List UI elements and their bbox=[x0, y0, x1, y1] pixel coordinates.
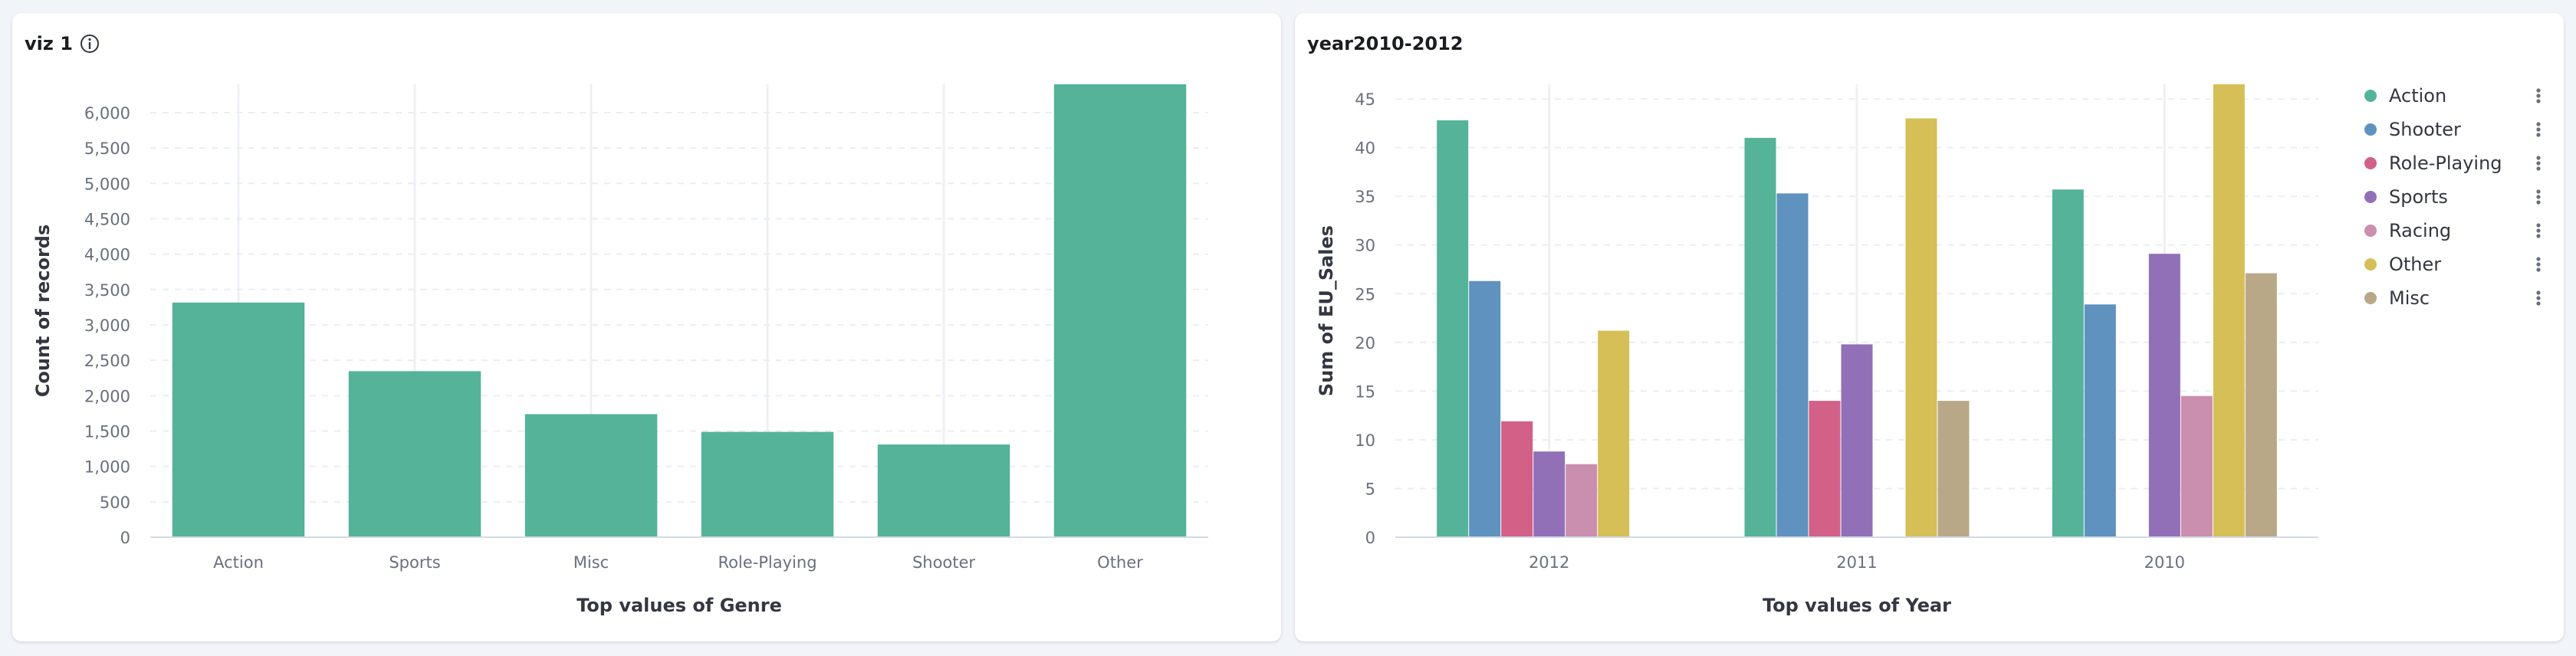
x-tick-label: 2012 bbox=[1529, 553, 1569, 572]
bar-2010-misc[interactable] bbox=[2245, 273, 2277, 537]
y-tick-label: 3,000 bbox=[84, 317, 130, 335]
bar-2010-racing[interactable] bbox=[2180, 395, 2213, 537]
bar-2010-shooter[interactable] bbox=[2084, 304, 2116, 537]
y-axis-title: Sum of EU_Sales bbox=[1316, 225, 1337, 396]
legend-label: Misc bbox=[2389, 287, 2430, 309]
legend-item-action[interactable]: Action bbox=[2364, 79, 2548, 113]
y-tick-label: 5 bbox=[1365, 480, 1375, 498]
bar-2010-action[interactable] bbox=[2052, 189, 2084, 537]
legend-item-role-playing[interactable]: Role-Playing bbox=[2364, 146, 2548, 180]
bar-misc[interactable] bbox=[524, 414, 658, 537]
bar-2010-sports[interactable] bbox=[2148, 254, 2180, 537]
more-vertical-icon[interactable] bbox=[2533, 186, 2544, 208]
more-vertical-icon[interactable] bbox=[2533, 220, 2544, 241]
year-panel: year2010-2012 0 5 10 15 20 25 30 35 40 45 2012 2011… bbox=[1295, 13, 2564, 641]
y-tick-label: 4,500 bbox=[84, 210, 130, 228]
year-header: year2010-2012 bbox=[1307, 30, 1464, 57]
more-vertical-icon[interactable] bbox=[2533, 287, 2544, 309]
legend-item-racing[interactable]: Racing bbox=[2364, 214, 2548, 248]
x-tick-label: Role-Playing bbox=[718, 553, 816, 572]
y-tick-label: 20 bbox=[1355, 334, 1375, 353]
bar-2012-role-playing[interactable] bbox=[1501, 421, 1533, 537]
y-tick-label: 5,500 bbox=[84, 139, 130, 158]
legend-swatch bbox=[2364, 292, 2377, 304]
y-tick-label: 35 bbox=[1355, 188, 1375, 206]
legend-swatch bbox=[2364, 191, 2377, 203]
y-tick-label: 30 bbox=[1355, 237, 1375, 255]
chart-legend: Action Shooter Role-Playing Sports Racing Oth… bbox=[2364, 79, 2548, 315]
bar-2012-sports[interactable] bbox=[1533, 451, 1566, 537]
y-tick-label: 15 bbox=[1355, 382, 1375, 401]
y-tick-label: 4,000 bbox=[84, 246, 130, 264]
year-grouped-bar-chart[interactable]: 0 5 10 15 20 25 30 35 40 45 2012 2011 2010 Top values… bbox=[1295, 13, 2564, 641]
bar-shooter[interactable] bbox=[877, 444, 1010, 537]
legend-label: Sports bbox=[2389, 186, 2448, 208]
bar-2011-role-playing[interactable] bbox=[1809, 401, 1841, 537]
bar-2012-racing[interactable] bbox=[1566, 464, 1598, 537]
y-tick-label: 2,500 bbox=[84, 352, 130, 370]
bar-2012-action[interactable] bbox=[1437, 120, 1469, 537]
legend-item-shooter[interactable]: Shooter bbox=[2364, 113, 2548, 146]
legend-swatch bbox=[2364, 157, 2377, 169]
y-tick-label: 0 bbox=[120, 529, 130, 547]
y-tick-label: 10 bbox=[1355, 431, 1375, 450]
y-tick-label: 45 bbox=[1355, 90, 1375, 109]
x-axis-title: Top values of Genre bbox=[577, 595, 782, 616]
y-axis-title: Count of records bbox=[32, 225, 54, 398]
bar-sports[interactable] bbox=[348, 371, 481, 537]
bar-2011-sports[interactable] bbox=[1841, 344, 1873, 537]
bar-2010-other[interactable] bbox=[2213, 84, 2245, 537]
x-tick-label: Sports bbox=[389, 553, 440, 572]
x-tick-label: Misc bbox=[573, 553, 609, 572]
more-vertical-icon[interactable] bbox=[2533, 254, 2544, 275]
y-tick-label: 6,000 bbox=[84, 104, 130, 123]
y-tick-label: 0 bbox=[1365, 529, 1375, 547]
bar-2011-other[interactable] bbox=[1905, 118, 1937, 537]
y-tick-label: 25 bbox=[1355, 285, 1375, 303]
legend-swatch bbox=[2364, 123, 2377, 136]
legend-label: Racing bbox=[2389, 220, 2452, 241]
y-tick-label: 5,000 bbox=[84, 175, 130, 193]
x-axis-title: Top values of Year bbox=[1763, 595, 1951, 616]
legend-label: Shooter bbox=[2389, 119, 2461, 140]
y-tick-label: 3,500 bbox=[84, 281, 130, 300]
legend-item-misc[interactable]: Misc bbox=[2364, 281, 2548, 315]
year-title: year2010-2012 bbox=[1307, 33, 1464, 54]
info-icon[interactable] bbox=[79, 33, 100, 54]
y-tick-label: 2,000 bbox=[84, 387, 130, 405]
more-vertical-icon[interactable] bbox=[2533, 85, 2544, 107]
legend-swatch bbox=[2364, 225, 2377, 237]
legend-item-sports[interactable]: Sports bbox=[2364, 180, 2548, 214]
more-vertical-icon[interactable] bbox=[2533, 119, 2544, 140]
bar-other[interactable] bbox=[1053, 84, 1187, 537]
bar-2012-shooter[interactable] bbox=[1469, 280, 1501, 537]
y-tick-label: 40 bbox=[1355, 139, 1375, 158]
bar-2012-other[interactable] bbox=[1598, 330, 1630, 537]
bar-2011-shooter[interactable] bbox=[1776, 193, 1809, 537]
bar-action[interactable] bbox=[172, 302, 305, 537]
viz1-panel: viz 1 0 500 1,000 1,500 2,000 2,500 3,000 3,500… bbox=[12, 13, 1281, 641]
x-tick-label: Action bbox=[213, 553, 264, 572]
genre-bar-chart[interactable]: 0 500 1,000 1,500 2,000 2,500 3,000 3,500 4,000 4… bbox=[12, 13, 1281, 641]
bar-2011-action[interactable] bbox=[1744, 137, 1776, 538]
x-tick-label: 2011 bbox=[1836, 553, 1877, 572]
legend-label: Other bbox=[2389, 254, 2442, 275]
legend-swatch bbox=[2364, 90, 2377, 102]
bar-role-playing[interactable] bbox=[701, 431, 834, 537]
more-vertical-icon[interactable] bbox=[2533, 153, 2544, 174]
y-tick-label: 1,500 bbox=[84, 422, 130, 441]
x-tick-label: Other bbox=[1097, 553, 1143, 572]
viz1-title: viz 1 bbox=[25, 33, 73, 54]
legend-swatch bbox=[2364, 258, 2377, 271]
x-tick-label: Shooter bbox=[912, 553, 975, 572]
y-tick-label: 500 bbox=[100, 494, 130, 512]
legend-item-other[interactable]: Other bbox=[2364, 248, 2548, 281]
y-tick-label: 1,000 bbox=[84, 458, 130, 477]
viz1-header: viz 1 bbox=[25, 30, 100, 57]
legend-label: Role-Playing bbox=[2389, 153, 2502, 174]
legend-label: Action bbox=[2389, 85, 2447, 107]
x-tick-label: 2010 bbox=[2144, 553, 2185, 572]
bar-2011-misc[interactable] bbox=[1937, 401, 1970, 537]
